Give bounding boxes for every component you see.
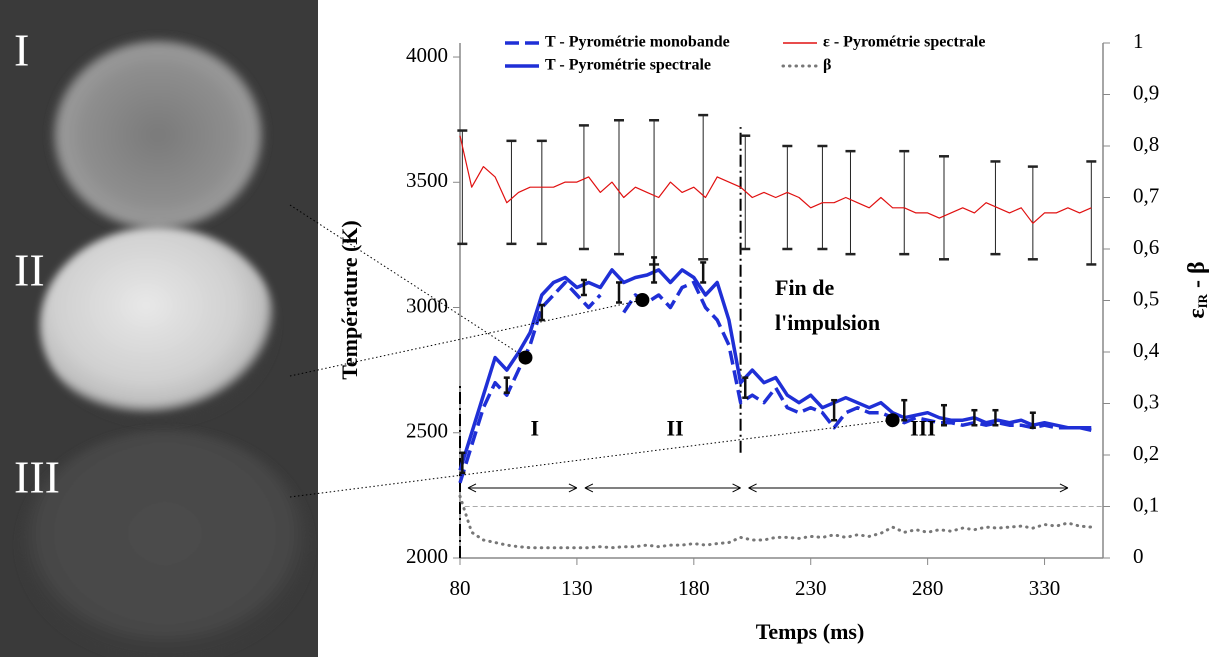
image-label: I xyxy=(14,25,29,76)
y-tick-label: 4000 xyxy=(406,43,448,67)
arrow-head xyxy=(1059,483,1069,493)
connector xyxy=(289,419,893,498)
legend-label: T - Pyrométrie monobande xyxy=(545,34,730,51)
y2-tick-label: 0,3 xyxy=(1133,389,1159,413)
y2-title-rest: - β xyxy=(1184,261,1210,294)
connector xyxy=(289,204,526,359)
y2-tick-label: 1 xyxy=(1133,29,1144,53)
image-iii xyxy=(20,430,310,657)
y2-axis-title: εIR - β xyxy=(1184,261,1210,318)
arrow-head xyxy=(467,483,477,493)
annotation: l'impulsion xyxy=(775,310,880,335)
y2-tick-label: 0,1 xyxy=(1133,492,1159,516)
legend-label: T - Pyrométrie spectrale xyxy=(545,57,711,74)
x-tick-label: 180 xyxy=(678,576,710,600)
y-axis-title: Température (K) xyxy=(337,220,362,379)
y-tick-label: 3000 xyxy=(406,293,448,317)
y2-tick-label: 0,2 xyxy=(1133,441,1159,465)
legend-label: ε - Pyrométrie spectrale xyxy=(823,34,985,51)
y-tick-label: 2500 xyxy=(406,419,448,443)
x-tick-label: 80 xyxy=(450,576,471,600)
legend-label: β xyxy=(823,57,831,74)
y2-title-sub: IR xyxy=(1195,293,1210,308)
y2-tick-label: 0,4 xyxy=(1133,338,1160,362)
x-tick-label: 330 xyxy=(1029,576,1061,600)
y2-tick-label: 0,9 xyxy=(1133,80,1159,104)
y-tick-label: 3500 xyxy=(406,168,448,192)
series-line xyxy=(459,135,1092,224)
arrow-head xyxy=(568,483,578,493)
arrow-head xyxy=(732,483,741,493)
phase-label: II xyxy=(667,415,684,440)
series-line xyxy=(458,280,1092,484)
x-axis-title: Temps (ms) xyxy=(756,619,865,644)
image-label: III xyxy=(14,452,60,503)
arrow-head xyxy=(748,483,757,493)
y-tick-label: 2000 xyxy=(406,544,448,568)
point xyxy=(635,292,650,307)
point xyxy=(518,350,533,365)
image-ii xyxy=(40,227,276,423)
phase-label: III xyxy=(910,415,936,440)
x-tick-label: 230 xyxy=(795,576,827,600)
x-tick-label: 280 xyxy=(912,576,944,600)
y2-title-main: ε xyxy=(1184,308,1210,318)
y2-tick-label: 0,8 xyxy=(1133,132,1159,156)
annotation: Fin de xyxy=(775,275,835,300)
phase-label: I xyxy=(531,415,540,440)
image-i xyxy=(50,37,266,233)
y2-tick-label: 0,6 xyxy=(1133,235,1159,259)
y2-tick-label: 0 xyxy=(1133,544,1144,568)
arrow-head xyxy=(584,483,594,493)
point xyxy=(885,413,900,428)
y2-tick-label: 0,7 xyxy=(1133,183,1159,207)
y2-tick-label: 0,5 xyxy=(1133,286,1159,310)
series-line xyxy=(458,494,1093,550)
connector xyxy=(289,299,643,377)
image-label: II xyxy=(14,245,45,296)
x-tick-label: 130 xyxy=(561,576,593,600)
series-line xyxy=(458,268,1092,471)
